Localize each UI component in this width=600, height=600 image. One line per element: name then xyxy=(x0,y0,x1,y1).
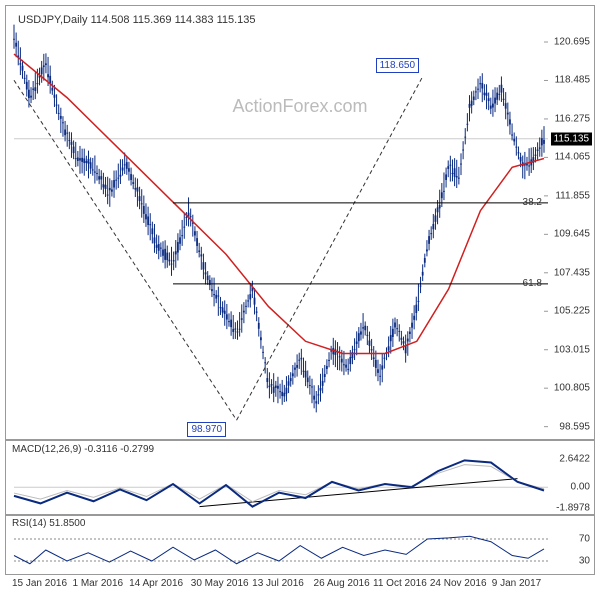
x-tick: 15 Jan 2016 xyxy=(12,578,67,589)
x-tick: 24 Nov 2016 xyxy=(430,578,487,589)
x-tick: 11 Oct 2016 xyxy=(373,578,427,589)
y-tick: 105.225 xyxy=(554,306,590,317)
y-tick: 2.6422 xyxy=(559,453,590,464)
current-price-badge: 115.135 xyxy=(551,132,592,145)
x-tick: 26 Aug 2016 xyxy=(314,578,370,589)
y-tick: 118.485 xyxy=(555,75,590,86)
chart-container: USDJPY,Daily 114.508 115.369 114.383 115… xyxy=(0,0,600,600)
y-tick: 107.435 xyxy=(554,267,590,278)
price-annotation: 118.650 xyxy=(376,58,419,73)
y-tick: 30 xyxy=(579,556,590,567)
y-tick: 70 xyxy=(579,534,590,545)
x-tick: 30 May 2016 xyxy=(191,578,249,589)
x-tick: 9 Jan 2017 xyxy=(492,578,542,589)
y-tick: 100.805 xyxy=(554,383,590,394)
price-panel: USDJPY,Daily 114.508 115.369 114.383 115… xyxy=(5,5,595,440)
fib-level-label: 61.8 xyxy=(523,278,542,289)
macd-chart xyxy=(6,441,548,516)
price-chart xyxy=(6,6,548,441)
x-tick: 14 Apr 2016 xyxy=(129,578,183,589)
y-tick: 0.00 xyxy=(571,482,590,493)
rsi-chart xyxy=(6,516,548,576)
y-tick: 114.065 xyxy=(555,152,590,163)
x-axis: 15 Jan 2016 1 Mar 2016 14 Apr 2016 30 May 2… xyxy=(5,576,547,596)
y-tick: 103.015 xyxy=(554,344,590,355)
y-tick: 111.855 xyxy=(555,190,590,201)
y-tick: 109.645 xyxy=(554,229,590,240)
price-annotation: 98.970 xyxy=(187,422,226,437)
y-tick: -1.8978 xyxy=(556,502,590,513)
macd-y-axis: 2.6422 0.00 -1.8978 xyxy=(546,441,594,514)
y-tick: 98.595 xyxy=(559,421,590,432)
x-tick: 1 Mar 2016 xyxy=(73,578,124,589)
macd-panel: MACD(12,26,9) -0.3116 -0.2799 2.64220.00… xyxy=(5,440,595,515)
rsi-y-axis: 70 30 xyxy=(546,516,594,574)
price-y-axis: 120.695 118.485 116.275 114.065 111.855 109.6… xyxy=(546,6,594,439)
y-tick: 116.275 xyxy=(555,113,590,124)
x-tick: 13 Jul 2016 xyxy=(252,578,304,589)
rsi-panel: RSI(14) 51.8500 7030 xyxy=(5,515,595,575)
fib-level-label: 38.2 xyxy=(523,197,542,208)
y-tick: 120.695 xyxy=(554,37,590,48)
